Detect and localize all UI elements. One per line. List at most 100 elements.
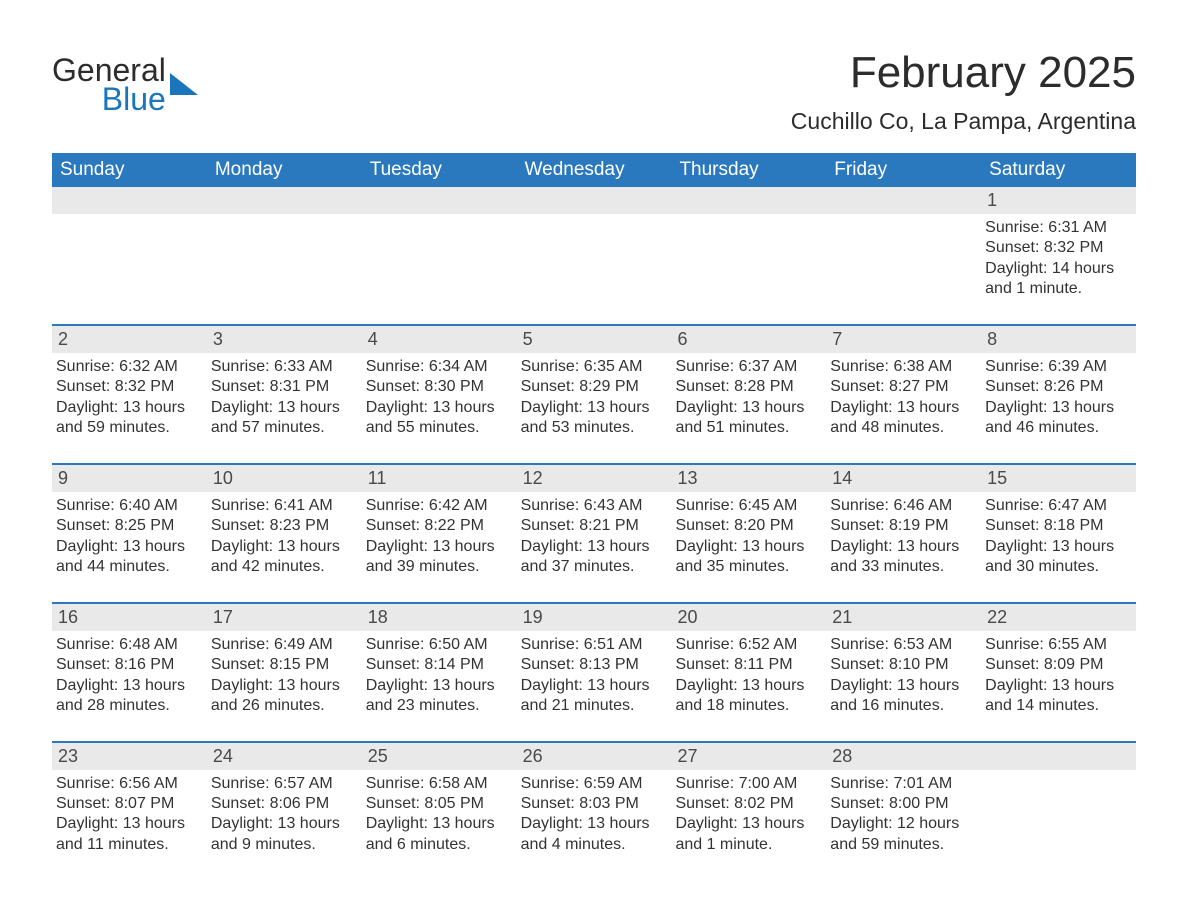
day-body: Sunrise: 6:55 AMSunset: 8:09 PMDaylight:…: [981, 631, 1136, 719]
sunset-text: Sunset: 8:00 PM: [830, 794, 975, 814]
day-number: 23: [52, 743, 207, 770]
sunset-text: Sunset: 8:18 PM: [985, 516, 1130, 536]
day-cell: 8Sunrise: 6:39 AMSunset: 8:26 PMDaylight…: [981, 326, 1136, 441]
day-cell: 27Sunrise: 7:00 AMSunset: 8:02 PMDayligh…: [671, 743, 826, 858]
sunrise-text: Sunrise: 6:41 AM: [211, 496, 356, 516]
daylight-text: Daylight: 13 hours and 55 minutes.: [366, 398, 511, 439]
day-cell: 19Sunrise: 6:51 AMSunset: 8:13 PMDayligh…: [517, 604, 672, 719]
sunset-text: Sunset: 8:10 PM: [830, 655, 975, 675]
day-cell: 25Sunrise: 6:58 AMSunset: 8:05 PMDayligh…: [362, 743, 517, 858]
day-body: Sunrise: 6:37 AMSunset: 8:28 PMDaylight:…: [671, 353, 826, 441]
sunset-text: Sunset: 8:32 PM: [56, 377, 201, 397]
sunset-text: Sunset: 8:03 PM: [521, 794, 666, 814]
day-number: [826, 187, 981, 214]
day-cell: 22Sunrise: 6:55 AMSunset: 8:09 PMDayligh…: [981, 604, 1136, 719]
day-cell: [207, 187, 362, 302]
day-number: [517, 187, 672, 214]
day-number: 2: [52, 326, 207, 353]
day-cell: 6Sunrise: 6:37 AMSunset: 8:28 PMDaylight…: [671, 326, 826, 441]
daylight-text: Daylight: 13 hours and 28 minutes.: [56, 676, 201, 717]
sunrise-text: Sunrise: 6:35 AM: [521, 357, 666, 377]
sunrise-text: Sunrise: 6:53 AM: [830, 635, 975, 655]
day-number: 24: [207, 743, 362, 770]
day-number: 3: [207, 326, 362, 353]
day-number: 6: [671, 326, 826, 353]
day-body: Sunrise: 6:51 AMSunset: 8:13 PMDaylight:…: [517, 631, 672, 719]
day-cell: 15Sunrise: 6:47 AMSunset: 8:18 PMDayligh…: [981, 465, 1136, 580]
sunset-text: Sunset: 8:29 PM: [521, 377, 666, 397]
day-cell: [362, 187, 517, 302]
day-header: Friday: [826, 153, 981, 187]
sunrise-text: Sunrise: 6:38 AM: [830, 357, 975, 377]
sunrise-text: Sunrise: 7:00 AM: [675, 774, 820, 794]
daylight-text: Daylight: 12 hours and 59 minutes.: [830, 814, 975, 855]
day-number: 4: [362, 326, 517, 353]
sunset-text: Sunset: 8:14 PM: [366, 655, 511, 675]
sunrise-text: Sunrise: 6:52 AM: [675, 635, 820, 655]
sunrise-text: Sunrise: 6:59 AM: [521, 774, 666, 794]
day-number: [981, 743, 1136, 770]
sunset-text: Sunset: 8:22 PM: [366, 516, 511, 536]
day-header: Tuesday: [362, 153, 517, 187]
day-cell: 17Sunrise: 6:49 AMSunset: 8:15 PMDayligh…: [207, 604, 362, 719]
sunrise-text: Sunrise: 6:33 AM: [211, 357, 356, 377]
day-number: 17: [207, 604, 362, 631]
sunset-text: Sunset: 8:07 PM: [56, 794, 201, 814]
brand-triangle-icon: [170, 73, 198, 95]
daylight-text: Daylight: 13 hours and 33 minutes.: [830, 537, 975, 578]
sunrise-text: Sunrise: 6:39 AM: [985, 357, 1130, 377]
sunrise-text: Sunrise: 6:47 AM: [985, 496, 1130, 516]
day-cell: 4 Sunrise: 6:34 AMSunset: 8:30 PMDaylight…: [362, 326, 517, 441]
day-number: 9: [52, 465, 207, 492]
day-cell: 26Sunrise: 6:59 AMSunset: 8:03 PMDayligh…: [517, 743, 672, 858]
daylight-text: Daylight: 13 hours and 26 minutes.: [211, 676, 356, 717]
day-number: 28: [826, 743, 981, 770]
day-body: Sunrise: 6:52 AMSunset: 8:11 PMDaylight:…: [671, 631, 826, 719]
daylight-text: Daylight: 13 hours and 39 minutes.: [366, 537, 511, 578]
daylight-text: Daylight: 13 hours and 35 minutes.: [675, 537, 820, 578]
sunset-text: Sunset: 8:19 PM: [830, 516, 975, 536]
daylight-text: Daylight: 13 hours and 37 minutes.: [521, 537, 666, 578]
week-row: 1Sunrise: 6:31 AMSunset: 8:32 PMDaylight…: [52, 187, 1136, 302]
day-body: Sunrise: 6:42 AMSunset: 8:22 PMDaylight:…: [362, 492, 517, 580]
sunset-text: Sunset: 8:28 PM: [675, 377, 820, 397]
day-cell: 21Sunrise: 6:53 AMSunset: 8:10 PMDayligh…: [826, 604, 981, 719]
sunset-text: Sunset: 8:11 PM: [675, 655, 820, 675]
day-body: Sunrise: 6:50 AMSunset: 8:14 PMDaylight:…: [362, 631, 517, 719]
sunset-text: Sunset: 8:13 PM: [521, 655, 666, 675]
day-cell: 14Sunrise: 6:46 AMSunset: 8:19 PMDayligh…: [826, 465, 981, 580]
day-cell: 10Sunrise: 6:41 AMSunset: 8:23 PMDayligh…: [207, 465, 362, 580]
day-body: Sunrise: 6:33 AMSunset: 8:31 PMDaylight:…: [207, 353, 362, 441]
month-title: February 2025: [791, 48, 1136, 98]
sunrise-text: Sunrise: 6:34 AM: [366, 357, 511, 377]
sunrise-text: Sunrise: 6:32 AM: [56, 357, 201, 377]
day-cell: [826, 187, 981, 302]
daylight-text: Daylight: 13 hours and 4 minutes.: [521, 814, 666, 855]
day-number: [52, 187, 207, 214]
daylight-text: Daylight: 13 hours and 1 minute.: [675, 814, 820, 855]
day-cell: 28Sunrise: 7:01 AMSunset: 8:00 PMDayligh…: [826, 743, 981, 858]
daylight-text: Daylight: 13 hours and 48 minutes.: [830, 398, 975, 439]
location: Cuchillo Co, La Pampa, Argentina: [791, 108, 1136, 135]
day-number: 10: [207, 465, 362, 492]
sunset-text: Sunset: 8:30 PM: [366, 377, 511, 397]
day-body: Sunrise: 6:32 AMSunset: 8:32 PMDaylight:…: [52, 353, 207, 441]
daylight-text: Daylight: 13 hours and 59 minutes.: [56, 398, 201, 439]
day-cell: 11Sunrise: 6:42 AMSunset: 8:22 PMDayligh…: [362, 465, 517, 580]
day-number: 8: [981, 326, 1136, 353]
day-number: 21: [826, 604, 981, 631]
daylight-text: Daylight: 13 hours and 9 minutes.: [211, 814, 356, 855]
day-body: Sunrise: 6:53 AMSunset: 8:10 PMDaylight:…: [826, 631, 981, 719]
daylight-text: Daylight: 13 hours and 23 minutes.: [366, 676, 511, 717]
day-header: Saturday: [981, 153, 1136, 187]
day-cell: 9Sunrise: 6:40 AMSunset: 8:25 PMDaylight…: [52, 465, 207, 580]
day-body: Sunrise: 7:01 AMSunset: 8:00 PMDaylight:…: [826, 770, 981, 858]
day-number: 25: [362, 743, 517, 770]
day-number: [207, 187, 362, 214]
day-cell: 12Sunrise: 6:43 AMSunset: 8:21 PMDayligh…: [517, 465, 672, 580]
day-body: Sunrise: 6:59 AMSunset: 8:03 PMDaylight:…: [517, 770, 672, 858]
day-header: Sunday: [52, 153, 207, 187]
day-number: 12: [517, 465, 672, 492]
day-body: Sunrise: 6:40 AMSunset: 8:25 PMDaylight:…: [52, 492, 207, 580]
day-body: Sunrise: 6:31 AMSunset: 8:32 PMDaylight:…: [981, 214, 1136, 302]
